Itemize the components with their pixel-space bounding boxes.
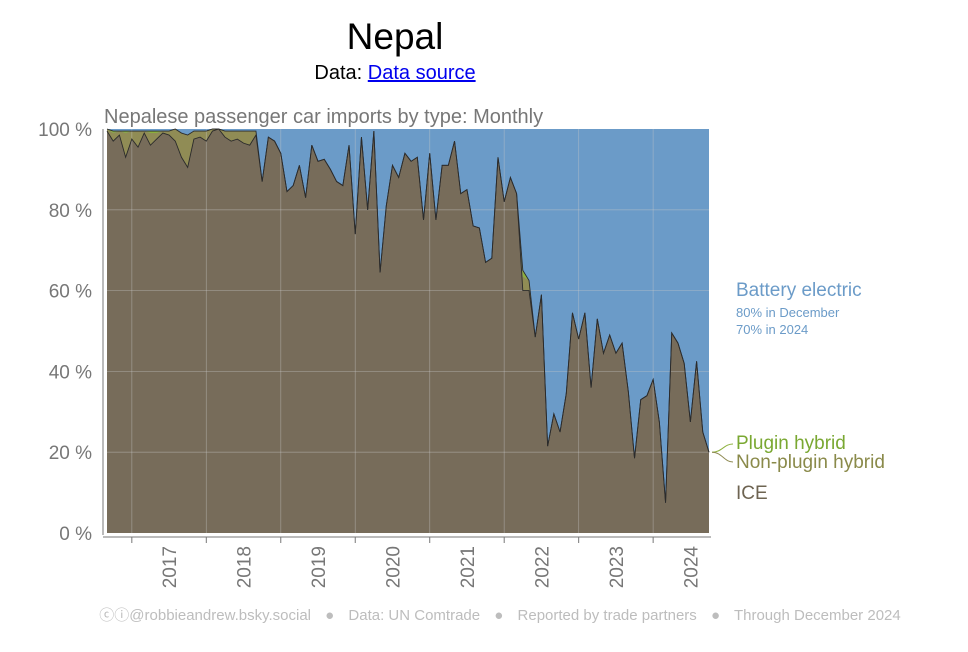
footer-through: Through December 2024 bbox=[733, 607, 901, 624]
y-tick-label: 40 % bbox=[49, 362, 92, 383]
series-line-ice-top bbox=[106, 128, 710, 503]
legend-ice: ICE bbox=[736, 483, 768, 504]
x-tick-label: 2017 bbox=[160, 546, 181, 588]
y-tick-label: 80 % bbox=[49, 201, 92, 222]
x-tick-label: 2021 bbox=[458, 546, 479, 588]
footer: ⓒⓘ@robbieandrew.bsky.social ● Data: UN C… bbox=[0, 604, 968, 625]
data-prefix: Data: bbox=[314, 62, 363, 84]
y-tick-label: 60 % bbox=[49, 282, 92, 303]
legend-plugin-hybrid: Plugin hybrid bbox=[736, 433, 846, 454]
page-title: Nepal bbox=[346, 16, 444, 57]
legend-connector-non-plugin-hybrid bbox=[711, 451, 734, 463]
x-tick-label: 2020 bbox=[384, 546, 405, 588]
legend-battery-electric: Battery electric bbox=[736, 280, 862, 301]
legend-non-plugin-hybrid: Non-plugin hybrid bbox=[736, 452, 885, 473]
legend-battery-note-december: 80% in December bbox=[736, 305, 840, 320]
legend-connector-plugin-hybrid bbox=[711, 443, 734, 453]
footer-reported: Reported by trade partners bbox=[517, 607, 697, 624]
data-source-link[interactable]: Data source bbox=[367, 62, 476, 84]
y-tick-label: 0 % bbox=[59, 524, 92, 545]
data-source-line: Data: Data source bbox=[245, 62, 545, 85]
footer-separator: ● bbox=[494, 607, 504, 624]
x-tick-label: 2024 bbox=[681, 546, 702, 589]
footer-credit: ⓒⓘ@robbieandrew.bsky.social bbox=[99, 607, 311, 624]
x-tick-label: 2022 bbox=[532, 546, 553, 588]
legend-battery-note-year: 70% in 2024 bbox=[736, 322, 809, 337]
footer-source: Data: UN Comtrade bbox=[348, 607, 481, 624]
footer-separator: ● bbox=[710, 607, 721, 624]
y-tick-label: 100 % bbox=[38, 120, 92, 141]
chart-title: Nepalese passenger car imports by type: … bbox=[104, 106, 544, 128]
footer-separator: ● bbox=[325, 607, 335, 624]
x-tick-label: 2018 bbox=[235, 546, 256, 588]
series-area-ice bbox=[107, 129, 709, 533]
x-tick-label: 2019 bbox=[309, 546, 330, 588]
y-tick-label: 20 % bbox=[49, 443, 92, 464]
x-tick-label: 2023 bbox=[607, 546, 628, 588]
